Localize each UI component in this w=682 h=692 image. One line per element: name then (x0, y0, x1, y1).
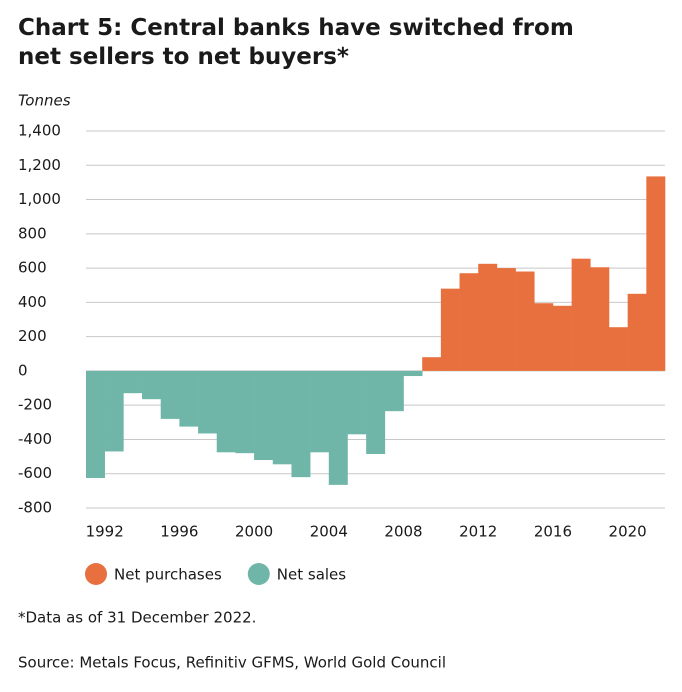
footnote: *Data as of 31 December 2022. (18, 609, 256, 627)
bar (198, 370, 218, 434)
chart-title: Chart 5: Central banks have switched fro… (18, 15, 574, 70)
bar (571, 258, 591, 371)
x-tick-label: 2012 (459, 523, 497, 541)
bar (478, 263, 498, 371)
source: Source: Metals Focus, Refinitiv GFMS, Wo… (18, 654, 446, 672)
x-tick-label: 2004 (310, 523, 348, 541)
bar (347, 370, 367, 435)
bar (422, 357, 442, 371)
x-tick-label: 2008 (384, 523, 422, 541)
bar (272, 370, 292, 465)
bar (384, 370, 404, 412)
legend-label: Net sales (277, 566, 347, 584)
bar (515, 271, 535, 371)
bar (179, 370, 199, 427)
y-tick-label: 800 (18, 224, 47, 242)
legend-swatch (85, 563, 107, 585)
bar (216, 370, 236, 453)
x-tick-label: 2020 (609, 523, 647, 541)
y-tick-label: 0 (18, 361, 28, 379)
bar (552, 305, 572, 371)
bar (646, 176, 666, 371)
y-axis-label: Tonnes (18, 92, 71, 110)
bar (496, 268, 516, 371)
y-tick-label: 400 (18, 293, 47, 311)
legend-label: Net purchases (114, 566, 222, 584)
bar (142, 370, 162, 400)
legend-swatch (247, 563, 270, 585)
bar (459, 273, 479, 371)
x-tick-label: 2000 (235, 523, 273, 541)
x-tick-label: 1996 (160, 523, 198, 541)
bar (235, 370, 255, 454)
bar (328, 370, 348, 485)
bar (254, 370, 274, 461)
y-tick-label: 1,200 (18, 156, 61, 174)
x-tick-label: 1992 (86, 523, 124, 541)
bar (160, 370, 180, 419)
y-tick-label: -800 (18, 499, 52, 517)
y-tick-label: 1,000 (18, 190, 61, 208)
bar (403, 370, 423, 377)
bar (627, 293, 647, 371)
y-tick-label: -200 (18, 396, 52, 414)
bar (608, 327, 628, 371)
bar (123, 370, 143, 394)
y-tick-label: -400 (18, 430, 52, 448)
bar (310, 370, 330, 453)
y-tick-label: 1,400 (18, 122, 61, 140)
bar (86, 370, 105, 479)
y-tick-label: 600 (18, 259, 47, 277)
bar (590, 267, 610, 371)
x-tick-label: 2016 (534, 523, 572, 541)
bar (534, 303, 554, 371)
bar (440, 288, 460, 371)
y-tick-label: 200 (18, 327, 47, 345)
bar (291, 370, 311, 478)
y-tick-label: -600 (18, 464, 52, 482)
bar (366, 370, 386, 455)
bar (104, 370, 124, 452)
